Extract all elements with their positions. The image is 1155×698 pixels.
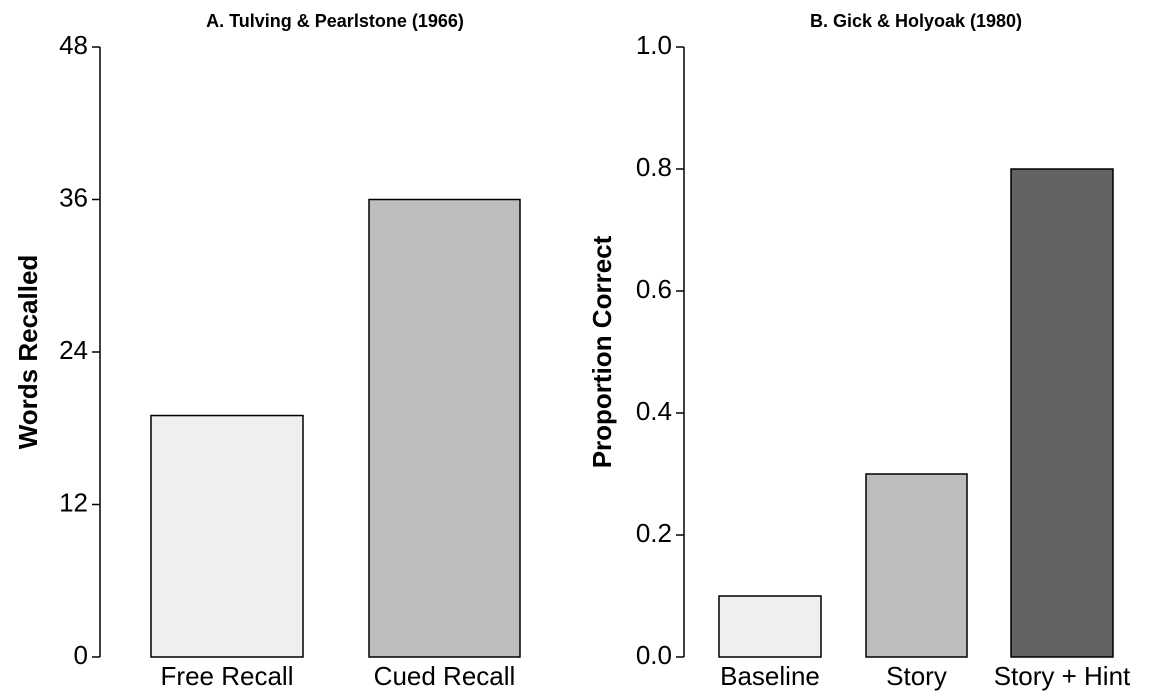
y-tick-label: 0.4	[636, 396, 672, 426]
x-tick-label: Story + Hint	[994, 661, 1131, 691]
bar	[150, 414, 304, 658]
y-tick-label: 12	[59, 487, 88, 517]
bar	[865, 473, 968, 658]
x-tick-label: Cued Recall	[374, 661, 516, 691]
y-tick-label: 0.0	[636, 640, 672, 670]
y-tick-label: 1.0	[636, 30, 672, 60]
chart-title: A. Tulving & Pearlstone (1966)	[206, 11, 464, 31]
x-tick-label: Baseline	[720, 661, 820, 691]
y-tick-label: 24	[59, 335, 88, 365]
y-tick-label: 0	[74, 640, 88, 670]
y-axis-label: Proportion Correct	[587, 235, 617, 468]
bar	[718, 595, 822, 658]
y-tick-label: 36	[59, 182, 88, 212]
y-tick-label: 48	[59, 30, 88, 60]
y-tick-label: 0.2	[636, 518, 672, 548]
x-tick-label: Story	[886, 661, 947, 691]
bar	[1010, 168, 1114, 658]
chart-title: B. Gick & Holyoak (1980)	[810, 11, 1022, 31]
y-axis-label: Words Recalled	[13, 255, 43, 450]
x-tick-label: Free Recall	[161, 661, 294, 691]
bar	[368, 198, 521, 658]
y-tick-label: 0.8	[636, 152, 672, 182]
y-tick-label: 0.6	[636, 274, 672, 304]
